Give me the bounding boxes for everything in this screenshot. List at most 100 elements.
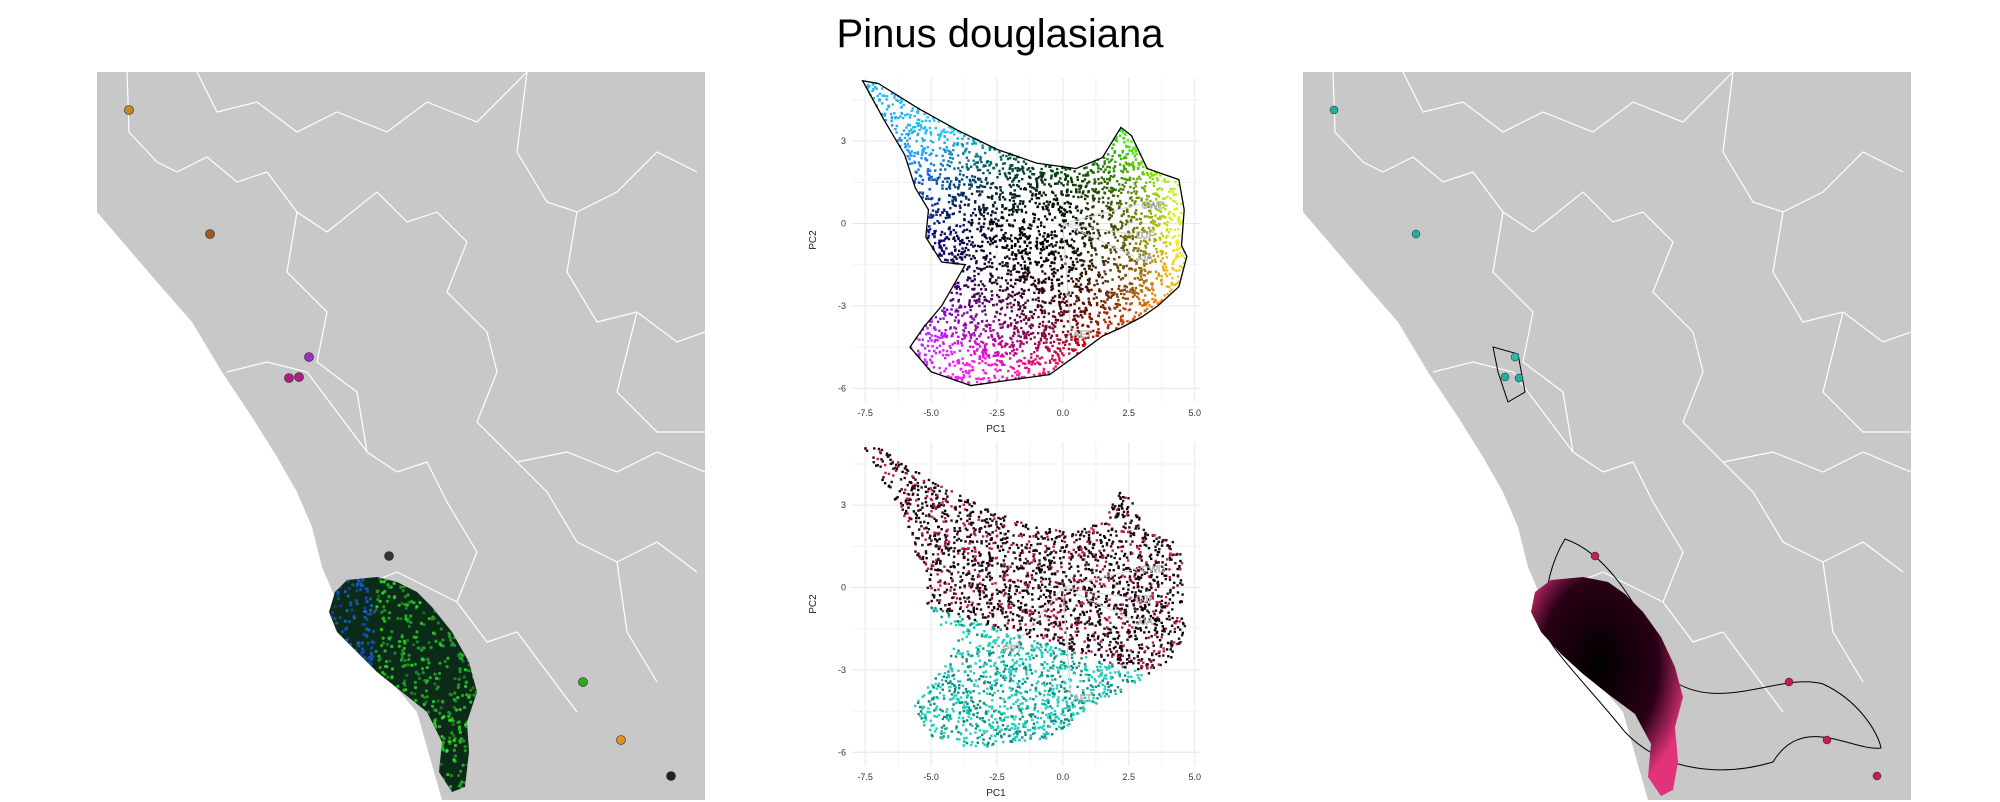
pca-top-point (973, 334, 975, 336)
pca-bottom-point (1073, 652, 1075, 654)
pca-top-point (921, 154, 923, 156)
pca-top-point (933, 222, 935, 224)
pca-bottom-point (991, 609, 993, 611)
map-left-range-pixel (404, 688, 407, 691)
pca-top-point (1062, 213, 1064, 215)
pca-bottom-point (971, 583, 973, 585)
pca-bottom-point (945, 492, 947, 494)
pca-top-point (913, 155, 915, 157)
pca-top-point (1118, 183, 1120, 185)
pca-bottom-point (968, 522, 970, 524)
pca-bottom-point (948, 554, 950, 556)
pca-top-point (1044, 326, 1046, 328)
pca-top-point (901, 113, 903, 115)
map-left-range-pixel (412, 601, 415, 604)
pca-top-point (1156, 251, 1158, 253)
pca-top-point (962, 153, 964, 155)
pca-top-point (990, 240, 992, 242)
pca-top-point (986, 325, 988, 327)
pca-top-point (1037, 205, 1039, 207)
pca-top-point (1068, 348, 1070, 350)
pca-top-point (971, 193, 973, 195)
pca-top-point (1153, 182, 1155, 184)
map-left-range-pixel (387, 595, 390, 598)
pca-top-point (939, 345, 941, 347)
pca-top-point (1086, 173, 1088, 175)
pca-top-point (943, 220, 945, 222)
pca-top-point (989, 327, 991, 329)
pca-top-point (997, 351, 999, 353)
pca-bottom-point (1156, 624, 1158, 626)
map-left-range-pixel (365, 587, 368, 590)
pca-top-point (1129, 197, 1131, 199)
pca-top-point (965, 247, 967, 249)
pca-top-point (1014, 325, 1016, 327)
pca-top-point (962, 377, 964, 379)
pca-top-point (978, 190, 980, 192)
map-left-range-pixel (398, 640, 401, 643)
pca-bottom-point (978, 518, 980, 520)
pca-top-point (1032, 298, 1034, 300)
pca-top-point (909, 124, 911, 126)
map-left-range-pixel (442, 715, 445, 718)
pca-top-point (1033, 336, 1035, 338)
pca-top-point (1077, 322, 1079, 324)
pca-top-point (1036, 189, 1038, 191)
pca-top-point (1003, 247, 1005, 249)
pca-top-point (988, 196, 990, 198)
pca-top-point (1096, 223, 1098, 225)
pca-top-point (975, 378, 977, 380)
pca-top-point (904, 137, 906, 139)
pca-top-point (943, 142, 945, 144)
pca-top-point (1080, 212, 1082, 214)
pca-bottom-point (920, 717, 922, 719)
pca-top-point (1002, 154, 1004, 156)
pca-top-point (1109, 217, 1111, 219)
pca-top-point (983, 267, 985, 269)
pca-top-point (1054, 183, 1056, 185)
pca-top-point (908, 150, 910, 152)
pca-top-point (926, 170, 928, 172)
pca-top-point (1073, 311, 1075, 313)
pca-bottom-point (1105, 557, 1107, 559)
pca-top-point (980, 249, 982, 251)
pca-bottom-point (1079, 680, 1081, 682)
pca-top-point (979, 178, 981, 180)
pca-top-point (957, 154, 959, 156)
pca-top-point (981, 302, 983, 304)
pca-top-point (1141, 285, 1143, 287)
pca-top-point (963, 337, 965, 339)
pca-top-point (975, 214, 977, 216)
pca-top-point (1176, 282, 1178, 284)
pca-top-y-tick-label: 3 (841, 136, 846, 146)
pca-bottom-point (987, 573, 989, 575)
pca-bottom-point (1004, 701, 1006, 703)
pca-top-point (975, 262, 977, 264)
pca-bottom-point (1038, 598, 1040, 600)
pca-top-point (1169, 228, 1171, 230)
pca-bottom-point (933, 518, 935, 520)
pca-bottom-point (1085, 673, 1087, 675)
map-left-range-pixel (393, 582, 396, 585)
pca-top-point (1017, 241, 1019, 243)
pca-top-point (979, 345, 981, 347)
pca-bottom-point (1149, 582, 1151, 584)
pca-top-point (1091, 247, 1093, 249)
pca-top-point (967, 237, 969, 239)
map-left-range-pixel (422, 611, 425, 614)
pca-bottom-point (976, 634, 978, 636)
pca-top-point (917, 125, 919, 127)
pca-top-point (991, 294, 993, 296)
pca-bottom-point (1044, 634, 1046, 636)
pca-top-point (894, 128, 896, 130)
pca-bottom-point (981, 734, 983, 736)
pca-top-point (1081, 272, 1083, 274)
pca-top-point (908, 163, 910, 165)
pca-top-point (1053, 253, 1055, 255)
map-left-range-pixel (446, 657, 449, 660)
pca-top-point (954, 198, 956, 200)
pca-top-point (1090, 217, 1092, 219)
pca-top-point (1084, 235, 1086, 237)
pca-top-point (872, 83, 874, 85)
map-left-range-pixel (386, 676, 389, 679)
